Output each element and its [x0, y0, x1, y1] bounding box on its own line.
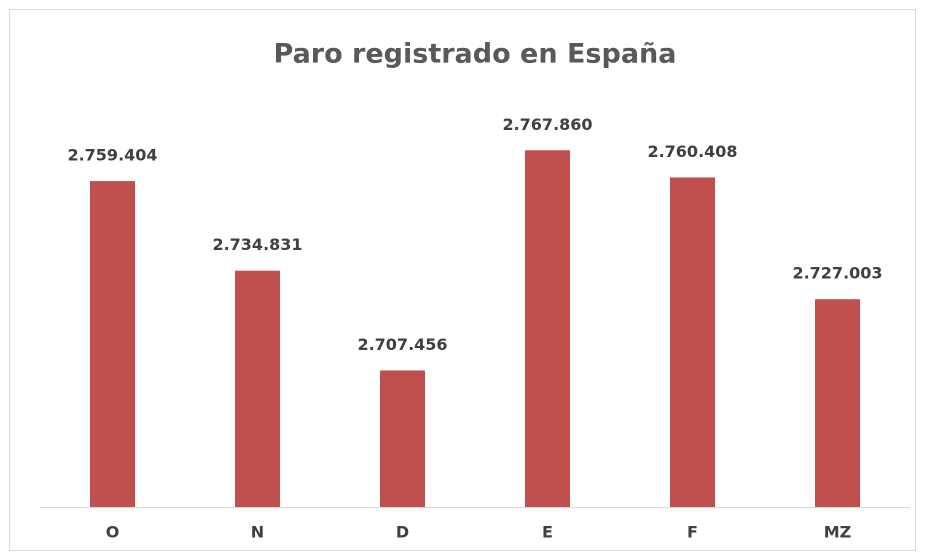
bar: [670, 177, 715, 507]
x-tick-label: O: [106, 523, 120, 542]
x-tick-label: F: [687, 523, 698, 542]
bar: [525, 150, 570, 508]
x-tick-label: MZ: [824, 523, 852, 542]
chart-title: Paro registrado en España: [274, 39, 677, 70]
bar: [90, 181, 135, 507]
x-tick-label: D: [396, 523, 409, 542]
data-label: 2.760.408: [647, 142, 737, 161]
bar: [235, 270, 280, 507]
x-tick-label: E: [542, 523, 553, 542]
chart-border: [9, 9, 916, 551]
data-label: 2.759.404: [67, 146, 157, 165]
data-label: 2.727.003: [792, 264, 882, 283]
data-label: 2.734.831: [212, 235, 302, 254]
x-tick-label: N: [251, 523, 264, 542]
data-label: 2.767.860: [502, 115, 592, 134]
bar: [380, 370, 425, 507]
bar: [815, 299, 860, 507]
data-label: 2.707.456: [357, 335, 447, 354]
